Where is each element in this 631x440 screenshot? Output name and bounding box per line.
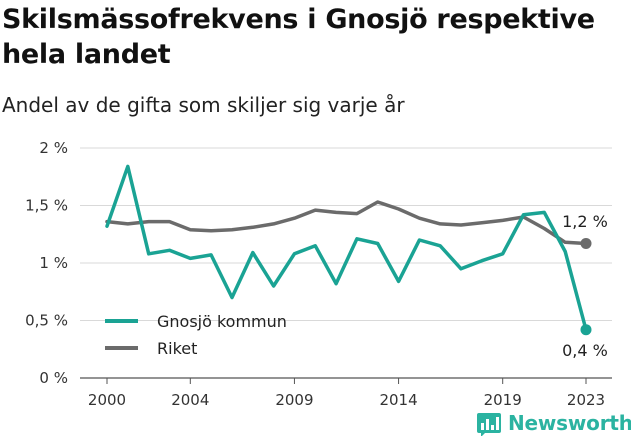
- end-point-riket: [580, 237, 592, 249]
- y-tick-label: 1 %: [39, 254, 68, 272]
- x-tick-label: 2000: [88, 391, 126, 409]
- y-gridlines: [80, 147, 612, 379]
- series-lines: [105, 164, 592, 336]
- series-line-riket: [105, 200, 588, 246]
- legend: Gnosjö kommun Riket: [105, 312, 287, 358]
- y-tick-label: 2 %: [39, 139, 68, 157]
- legend-label-gnosjo: Gnosjö kommun: [157, 312, 287, 331]
- y-tick-label: 0 %: [39, 369, 68, 387]
- y-tick-label: 1,5 %: [25, 197, 68, 215]
- brand-logo: Newsworthy: [476, 408, 631, 438]
- legend-label-riket: Riket: [157, 339, 197, 358]
- chart-title: Skilsmässofrekvens i Gnosjö respektive h…: [2, 4, 595, 70]
- x-tick-label: 2014: [379, 391, 417, 409]
- y-axis-tick-labels: 0 % 0,5 % 1 % 1,5 % 2 %: [25, 139, 68, 387]
- x-tick-label: 2023: [567, 391, 605, 409]
- end-label-gnosjo: 0,4 %: [562, 341, 608, 360]
- end-point-gnosjo: [580, 324, 592, 336]
- x-tick-label: 2004: [171, 391, 209, 409]
- y-tick-label: 0,5 %: [25, 312, 68, 330]
- bar-chart-logo-icon: [476, 410, 502, 437]
- chart-subtitle: Andel av de gifta som skiljer sig varje …: [2, 93, 405, 117]
- end-label-riket: 1,2 %: [562, 212, 608, 231]
- x-axis-ticks: 2000 2004 2009 2014 2019 2023: [88, 378, 605, 409]
- brand-name: Newsworthy: [508, 411, 631, 435]
- series-line-gnosjo: [105, 164, 588, 332]
- x-tick-label: 2019: [484, 391, 522, 409]
- x-tick-label: 2009: [275, 391, 313, 409]
